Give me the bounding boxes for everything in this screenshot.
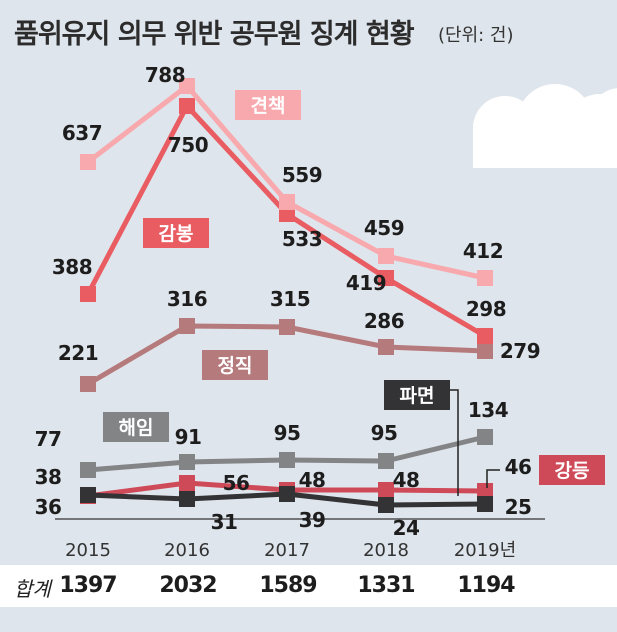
legend-label-강등: 강등 xyxy=(555,460,590,482)
total-2015: 1397 xyxy=(59,573,117,598)
data-label-해임-1: 91 xyxy=(175,425,202,449)
point-파면-2 xyxy=(279,486,295,502)
data-label-강등-1: 56 xyxy=(223,471,250,495)
legend-badge-강등: 강등 xyxy=(539,455,605,485)
x-tick-label-4: 2019년 xyxy=(454,540,516,561)
data-label-강등-4: 46 xyxy=(505,455,532,479)
data-label-파면-1: 31 xyxy=(211,510,238,534)
legend-label-해임: 해임 xyxy=(119,417,154,439)
bottom-strip xyxy=(0,607,617,632)
series-파면 xyxy=(80,486,493,513)
totals-row: 합계 1397 2032 1589 1331 1194 xyxy=(0,565,617,607)
point-강등-4 xyxy=(477,483,493,499)
point-감봉-4 xyxy=(477,328,493,344)
point-해임-2 xyxy=(279,452,295,468)
point-해임-4 xyxy=(477,429,493,445)
data-label-정직-4: 279 xyxy=(500,339,540,363)
point-감봉-1 xyxy=(179,98,195,114)
legend-label-견책: 견책 xyxy=(251,95,286,117)
leader-line-강등 xyxy=(486,469,500,488)
total-2016: 2032 xyxy=(159,573,217,598)
point-해임-3 xyxy=(378,453,394,469)
data-label-견책-2: 559 xyxy=(282,163,322,187)
data-label-감봉-1: 750 xyxy=(168,133,208,157)
series-견책 xyxy=(80,78,493,286)
legend-label-감봉: 감봉 xyxy=(159,223,194,245)
data-label-강등-3: 48 xyxy=(393,468,420,492)
total-2017: 1589 xyxy=(259,573,317,598)
x-tick-label-0: 2015 xyxy=(65,540,111,561)
data-label-해임-2: 95 xyxy=(274,421,301,445)
data-label-견책-3: 459 xyxy=(364,216,404,240)
data-label-감봉-4: 298 xyxy=(466,297,506,321)
x-tick-label-2: 2017 xyxy=(264,540,310,561)
data-label-강등-0: 36 xyxy=(35,495,62,519)
data-label-정직-2: 315 xyxy=(270,287,310,311)
data-label-정직-0: 221 xyxy=(58,341,98,365)
legend-badge-견책: 견책 xyxy=(235,90,301,120)
series-해임 xyxy=(80,429,493,478)
point-파면-4 xyxy=(477,496,493,512)
point-정직-1 xyxy=(179,318,195,334)
data-label-파면-4: 25 xyxy=(505,495,532,519)
data-label-견책-1: 788 xyxy=(145,63,185,87)
point-정직-4 xyxy=(477,343,493,359)
point-파면-0 xyxy=(80,487,96,503)
data-label-정직-1: 316 xyxy=(167,287,207,311)
totals-label: 합계 xyxy=(14,577,51,601)
data-label-감봉-0: 388 xyxy=(52,255,92,279)
unit-label: (단위: 건) xyxy=(438,25,514,46)
point-파면-3 xyxy=(378,497,394,513)
total-2019: 1194 xyxy=(457,573,515,598)
total-2018: 1331 xyxy=(357,573,415,598)
data-label-강등-2: 48 xyxy=(299,468,326,492)
point-해임-1 xyxy=(179,454,195,470)
legend-label-정직: 정직 xyxy=(218,355,253,377)
x-tick-label-1: 2016 xyxy=(164,540,210,561)
legend-badge-정직: 정직 xyxy=(202,350,268,380)
point-강등-1 xyxy=(179,475,195,491)
point-견책-0 xyxy=(80,154,96,170)
point-정직-3 xyxy=(378,339,394,355)
point-견책-1 xyxy=(179,78,195,94)
data-label-해임-4: 134 xyxy=(468,398,508,422)
data-label-감봉-2: 533 xyxy=(282,227,322,251)
point-정직-2 xyxy=(279,319,295,335)
point-파면-1 xyxy=(179,491,195,507)
legend-badge-해임: 해임 xyxy=(103,412,169,442)
legend-badge-파면: 파면 xyxy=(384,380,450,410)
data-label-견책-4: 412 xyxy=(463,239,503,263)
point-정직-0 xyxy=(80,376,96,392)
series-정직 xyxy=(80,318,493,392)
point-견책-2 xyxy=(279,194,295,210)
data-label-견책-0: 637 xyxy=(62,121,102,145)
cloud-decoration xyxy=(473,84,617,168)
point-견책-4 xyxy=(477,270,493,286)
x-tick-label-3: 2018 xyxy=(363,540,409,561)
data-label-정직-3: 286 xyxy=(364,309,404,333)
data-label-파면-3: 24 xyxy=(393,516,420,540)
point-견책-3 xyxy=(378,248,394,264)
legend-badge-감봉: 감봉 xyxy=(143,218,209,248)
point-감봉-0 xyxy=(80,286,96,302)
data-label-해임-0: 77 xyxy=(35,427,62,451)
data-label-감봉-3: 419 xyxy=(346,271,386,295)
point-해임-0 xyxy=(80,462,96,478)
point-감봉-3 xyxy=(378,270,394,286)
legend-label-파면: 파면 xyxy=(400,385,435,407)
chart-title: 품위유지 의무 위반 공무원 징계 현황 xyxy=(14,19,415,50)
data-label-해임-3: 95 xyxy=(371,421,398,445)
data-label-파면-2: 39 xyxy=(299,508,326,532)
data-label-파면-0: 38 xyxy=(35,465,62,489)
series-감봉 xyxy=(80,98,493,344)
point-강등-3 xyxy=(378,482,394,498)
